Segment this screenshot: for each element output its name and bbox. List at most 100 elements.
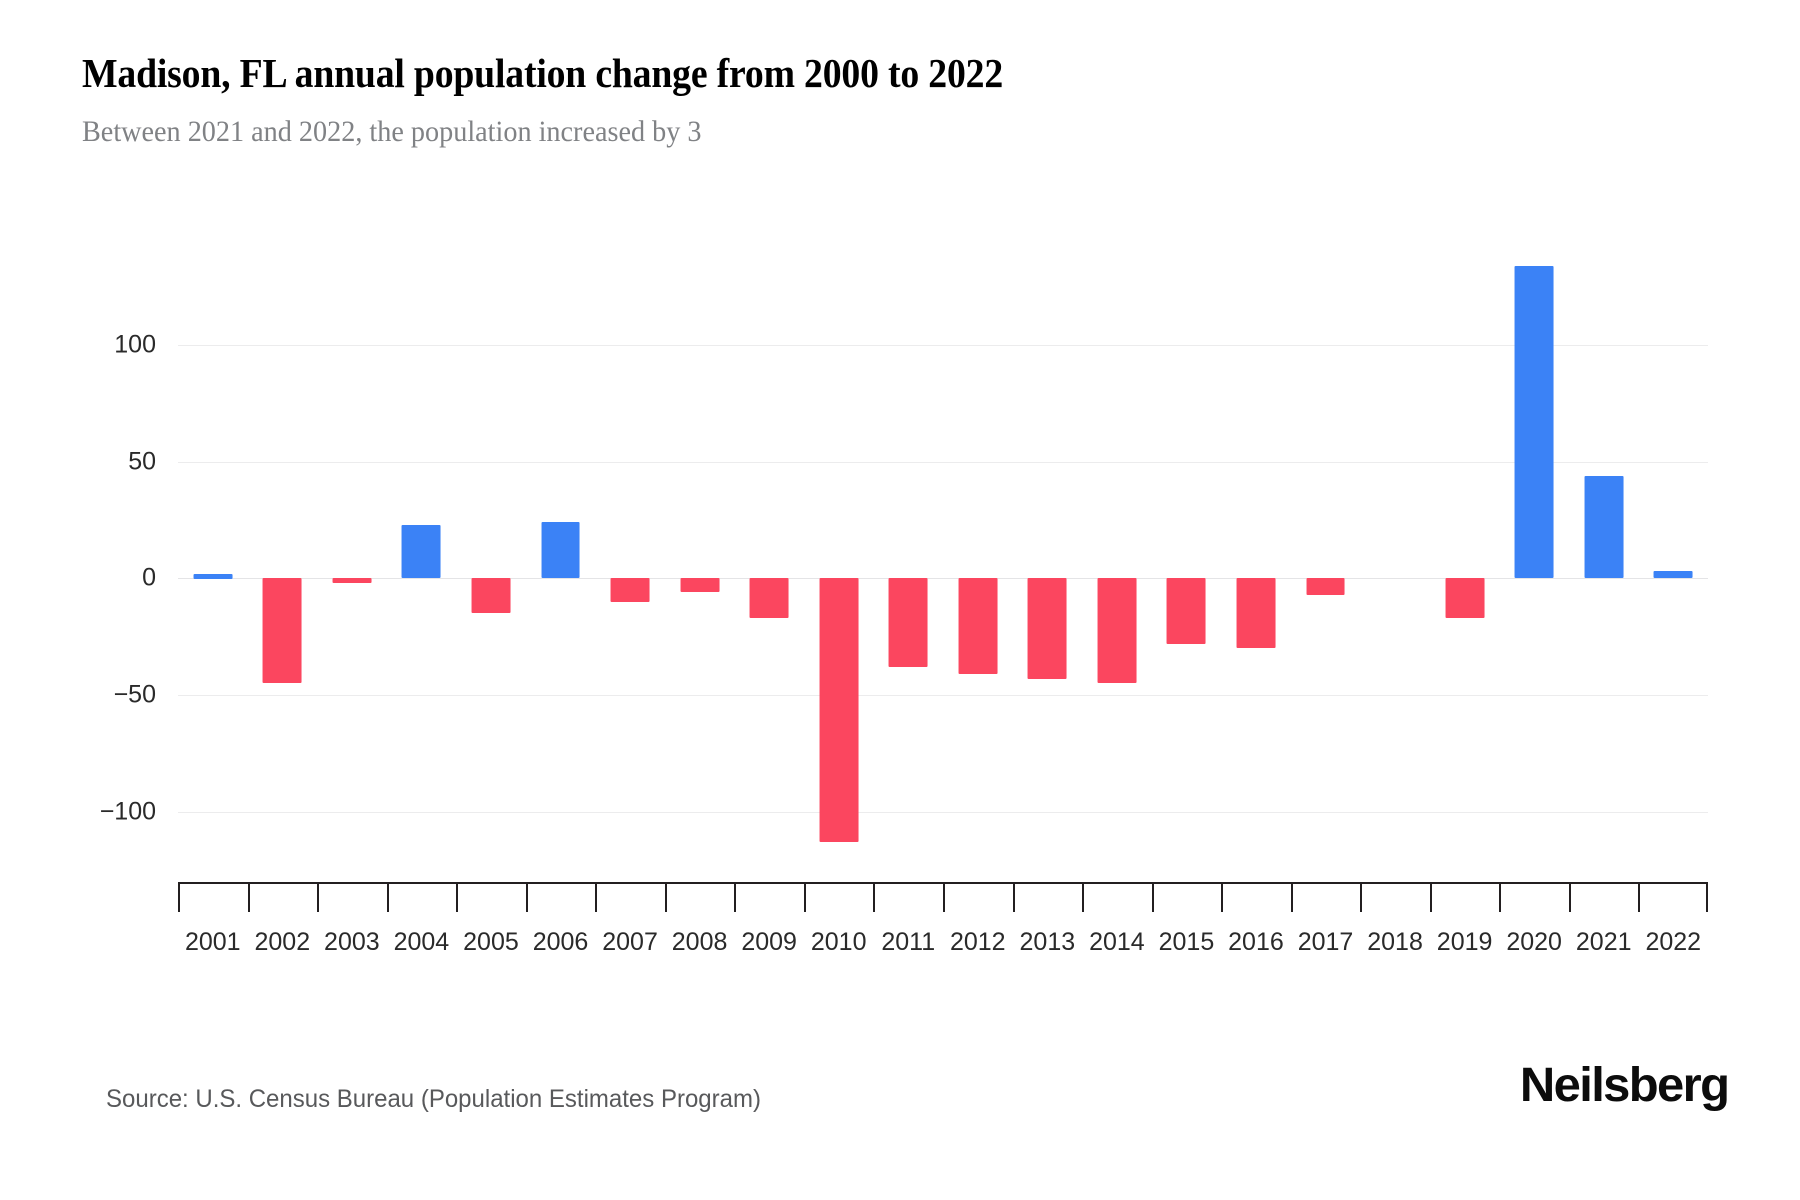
gridline-0: 0 [142,564,1708,592]
bar-slot-2001 [178,240,248,870]
x-axis-label-2018: 2018 [1367,928,1423,956]
x-tick-slot-2016 [1221,884,1291,914]
x-tick-slot-2011 [873,884,943,914]
x-tick-slot-2012 [943,884,1013,914]
x-tick-2004 [386,884,389,912]
bar-2021[interactable] [1584,475,1624,579]
x-tick-2001 [178,884,180,912]
bar-2005[interactable] [471,578,511,614]
x-tick-slot-2006 [525,884,596,914]
x-tick-slot-2003 [317,884,387,914]
bar-slot-2022 [1638,240,1708,870]
x-tick-2008 [664,884,667,912]
x-axis-label-2019: 2019 [1436,928,1493,956]
x-tick-slot-2013 [1012,884,1083,914]
bar-slot-2008 [665,240,735,870]
x-axis-label-2010: 2010 [810,928,867,956]
x-tick-slot-2018 [1360,884,1430,914]
x-tick-slot-2017 [1290,884,1361,914]
x-axis-label-2021: 2021 [1575,928,1632,956]
bar-2006[interactable] [541,522,580,579]
x-tick-slot-2019 [1429,884,1500,914]
x-tick-2016 [1221,884,1224,912]
bar-slot-2019 [1430,240,1500,870]
x-axis-label-2004: 2004 [393,928,450,956]
x-tick-slot-2021 [1568,884,1639,914]
x-tick-2013 [1012,884,1015,912]
bar-2004[interactable] [401,524,441,579]
x-axis-ticks [178,884,1709,914]
x-axis-label-2003: 2003 [324,928,380,956]
x-tick-slot-2014 [1082,884,1152,914]
bar-slot-2014 [1082,240,1152,870]
bar-2014[interactable] [1097,578,1137,684]
bar-2020[interactable] [1514,265,1554,579]
x-tick-2002 [247,884,250,912]
bar-slot-2009 [734,240,804,870]
x-axis-label-2014: 2014 [1089,928,1145,956]
x-axis-label-2013: 2013 [1019,928,1076,956]
x-axis-label-2020: 2020 [1506,928,1562,956]
bar-2011[interactable] [888,578,928,667]
plot-area: 100 50 0 −50 −100 [100,240,1708,870]
x-tick-slot-2007 [595,884,665,914]
x-tick-2006 [525,884,528,912]
x-tick-slot-2015 [1151,884,1222,914]
x-axis-labels: 2001 2002 2003 2004 2005 2006 2007 2008 2009 2010… [178,928,1708,957]
bar-2001[interactable] [193,573,233,579]
bar-slot-2003 [317,240,387,870]
gridline--50: −50 [114,681,1708,709]
gridline--100: −100 [100,797,1708,825]
y-axis-label: −100 [99,797,156,826]
x-tick-2009 [734,884,737,912]
x-axis-label-2009: 2009 [741,928,797,956]
chart-header: Madison, FL annual population change fro… [82,48,1722,152]
x-tick-2019 [1429,884,1432,912]
bar-slot-2002 [248,240,318,870]
x-tick-slot-2009 [734,884,804,914]
bar-2002[interactable] [262,578,302,684]
bar-2010[interactable] [819,578,859,842]
y-axis-label: −50 [113,680,156,709]
page-title: Madison, FL annual population change fro… [82,50,1004,96]
chart-subtitle: Between 2021 and 2022, the population in… [82,115,702,148]
bar-slot-2006 [526,240,596,870]
bar-2022[interactable] [1653,571,1693,579]
bar-2016[interactable] [1236,578,1276,649]
bar-2015[interactable] [1166,578,1206,644]
x-tick-slot-2020 [1499,884,1569,914]
bar-slot-2013 [1013,240,1083,870]
x-tick-2014 [1082,884,1085,912]
x-axis-label-2012: 2012 [949,928,1006,956]
source-note: Source: U.S. Census Bureau (Population E… [106,1085,761,1113]
x-axis-label-2001: 2001 [184,928,241,956]
x-axis-label-2017: 2017 [1297,928,1354,956]
bar-2003[interactable] [332,578,372,584]
x-tick-2022 [1638,884,1641,912]
x-axis-label-2016: 2016 [1228,928,1284,956]
x-axis-label-2011: 2011 [881,928,936,956]
bar-2012[interactable] [958,578,998,674]
x-tick-slot-2001 [178,884,248,914]
x-axis-label-2008: 2008 [671,928,728,956]
bar-slot-2017 [1291,240,1361,870]
x-axis-label-2015: 2015 [1158,928,1215,956]
bar-slot-2015 [1152,240,1222,870]
bar-2017[interactable] [1306,578,1345,595]
bar-2007[interactable] [610,578,650,602]
x-tick-2015 [1151,884,1154,912]
bar-2013[interactable] [1027,578,1067,679]
x-tick-slot-2005 [456,884,526,914]
x-tick-2018 [1360,884,1363,912]
x-tick-2012 [943,884,946,912]
x-tick-2020 [1499,884,1502,912]
gridline-100: 100 [114,331,1708,359]
y-axis-label: 0 [142,563,156,592]
bar-2019[interactable] [1445,578,1485,618]
x-tick-2011 [873,884,876,912]
brand-logo: Neilsberg [1519,1059,1730,1112]
bar-slot-2007 [595,240,665,870]
x-tick-slot-2002 [247,884,318,914]
bar-2008[interactable] [680,578,720,593]
bar-2009[interactable] [749,578,789,618]
